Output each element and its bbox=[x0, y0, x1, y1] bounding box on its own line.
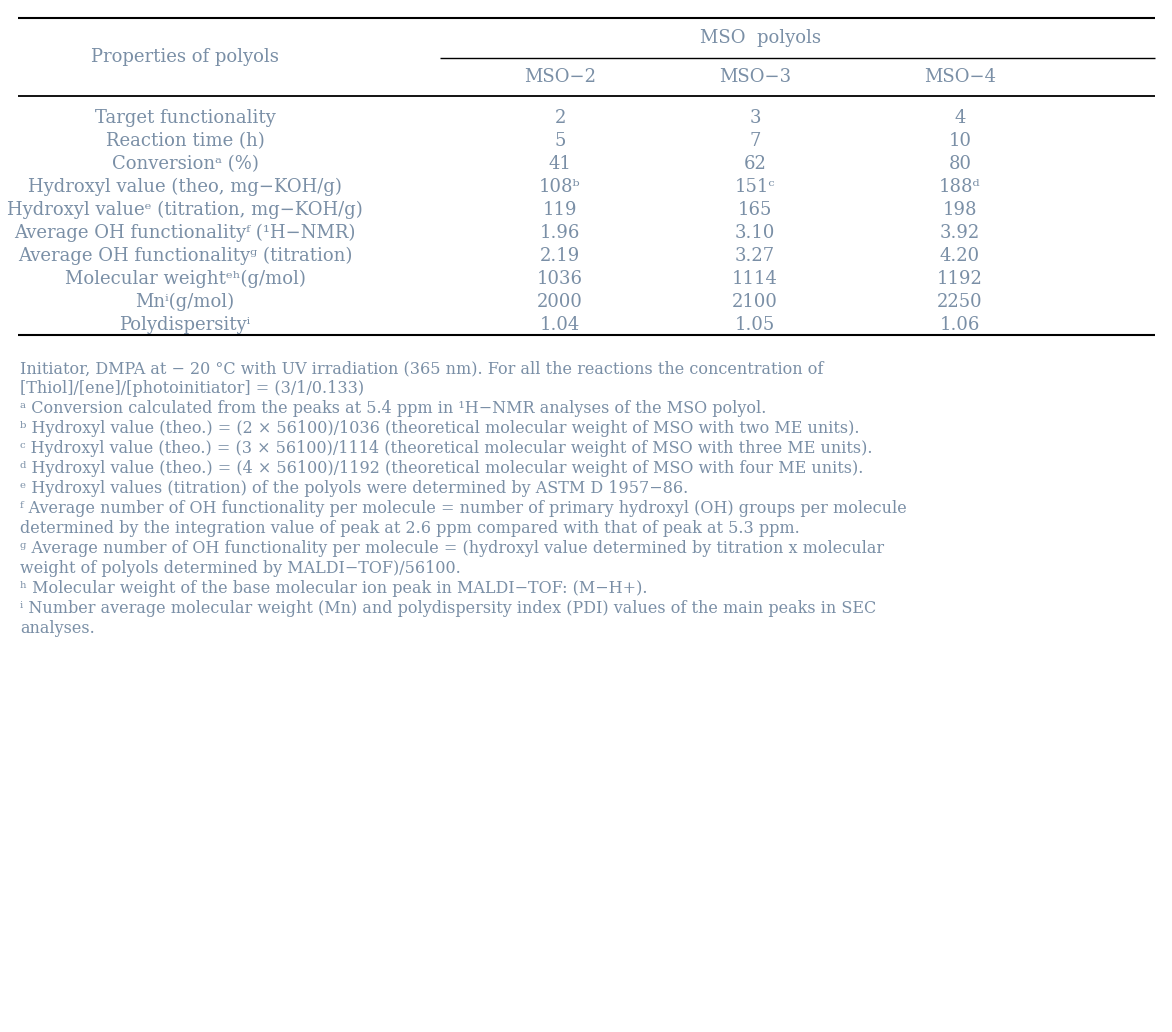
Text: ᶠ Average number of OH functionality per molecule = number of primary hydroxyl (: ᶠ Average number of OH functionality per… bbox=[20, 499, 907, 517]
Text: Average OH functionalityᶠ (¹H−NMR): Average OH functionalityᶠ (¹H−NMR) bbox=[14, 224, 355, 243]
Text: Reaction time (h): Reaction time (h) bbox=[105, 132, 265, 150]
Text: 108ᵇ: 108ᵇ bbox=[539, 178, 581, 196]
Text: 1114: 1114 bbox=[732, 270, 778, 288]
Text: determined by the integration value of peak at 2.6 ppm compared with that of pea: determined by the integration value of p… bbox=[20, 520, 799, 537]
Text: 1.96: 1.96 bbox=[540, 224, 580, 241]
Text: 10: 10 bbox=[948, 132, 972, 150]
Text: 119: 119 bbox=[543, 201, 578, 219]
Text: 3.92: 3.92 bbox=[940, 224, 980, 241]
Text: 41: 41 bbox=[548, 155, 572, 173]
Text: ᶜ Hydroxyl value (theo.) = (3 × 56100)/1114 (theoretical molecular weight of MSO: ᶜ Hydroxyl value (theo.) = (3 × 56100)/1… bbox=[20, 440, 872, 457]
Text: 4: 4 bbox=[954, 109, 966, 127]
Text: 7: 7 bbox=[749, 132, 761, 150]
Text: ʰ Molecular weight of the base molecular ion peak in MALDI−TOF: (M−H+).: ʰ Molecular weight of the base molecular… bbox=[20, 580, 647, 596]
Text: 5: 5 bbox=[554, 132, 566, 150]
Text: ᵇ Hydroxyl value (theo.) = (2 × 56100)/1036 (theoretical molecular weight of MSO: ᵇ Hydroxyl value (theo.) = (2 × 56100)/1… bbox=[20, 420, 859, 437]
Text: ᵃ Conversion calculated from the peaks at 5.4 ppm in ¹H−NMR analyses of the MSO : ᵃ Conversion calculated from the peaks a… bbox=[20, 400, 766, 417]
Text: 62: 62 bbox=[743, 155, 766, 173]
Text: Average OH functionalityᶢ (titration): Average OH functionalityᶢ (titration) bbox=[18, 247, 353, 265]
Text: Mnⁱ(g/mol): Mnⁱ(g/mol) bbox=[136, 293, 234, 311]
Text: 165: 165 bbox=[738, 201, 772, 219]
Text: 4.20: 4.20 bbox=[940, 247, 980, 265]
Text: Hydroxyl value (theo, mg−KOH/g): Hydroxyl value (theo, mg−KOH/g) bbox=[28, 178, 342, 196]
Text: 198: 198 bbox=[942, 201, 977, 219]
Text: Properties of polyols: Properties of polyols bbox=[91, 49, 279, 66]
Text: Polydispersityⁱ: Polydispersityⁱ bbox=[120, 316, 251, 334]
Text: MSO−2: MSO−2 bbox=[524, 68, 597, 86]
Text: Initiator, DMPA at − 20 °C with UV irradiation (365 nm). For all the reactions t: Initiator, DMPA at − 20 °C with UV irrad… bbox=[20, 360, 824, 377]
Text: 2000: 2000 bbox=[537, 293, 582, 311]
Text: 1.04: 1.04 bbox=[540, 316, 580, 334]
Text: 2.19: 2.19 bbox=[540, 247, 580, 265]
Text: 80: 80 bbox=[948, 155, 972, 173]
Text: 188ᵈ: 188ᵈ bbox=[939, 178, 981, 196]
Text: MSO−4: MSO−4 bbox=[924, 68, 996, 86]
Text: 1036: 1036 bbox=[537, 270, 582, 288]
Text: ᶢ Average number of OH functionality per molecule = (hydroxyl value determined b: ᶢ Average number of OH functionality per… bbox=[20, 540, 884, 557]
Text: 3: 3 bbox=[749, 109, 761, 127]
Text: Hydroxyl valueᵉ (titration, mg−KOH/g): Hydroxyl valueᵉ (titration, mg−KOH/g) bbox=[7, 201, 363, 219]
Text: 1.05: 1.05 bbox=[735, 316, 775, 334]
Text: Conversionᵃ (%): Conversionᵃ (%) bbox=[111, 155, 259, 173]
Text: [Thiol]/[ene]/[photoinitiator] = (3/1/0.133): [Thiol]/[ene]/[photoinitiator] = (3/1/0.… bbox=[20, 380, 364, 397]
Text: 1.06: 1.06 bbox=[940, 316, 980, 334]
Text: Target functionality: Target functionality bbox=[95, 109, 275, 127]
Text: 151ᶜ: 151ᶜ bbox=[735, 178, 775, 196]
Text: weight of polyols determined by MALDI−TOF)/56100.: weight of polyols determined by MALDI−TO… bbox=[20, 560, 461, 577]
Text: 3.27: 3.27 bbox=[735, 247, 775, 265]
Text: analyses.: analyses. bbox=[20, 620, 95, 637]
Text: ⁱ Number average molecular weight (Mn) and polydispersity index (PDI) values of : ⁱ Number average molecular weight (Mn) a… bbox=[20, 600, 877, 617]
Text: 2100: 2100 bbox=[732, 293, 778, 311]
Text: ᵈ Hydroxyl value (theo.) = (4 × 56100)/1192 (theoretical molecular weight of MSO: ᵈ Hydroxyl value (theo.) = (4 × 56100)/1… bbox=[20, 460, 864, 477]
Text: 2250: 2250 bbox=[938, 293, 983, 311]
Text: 3.10: 3.10 bbox=[735, 224, 775, 241]
Text: MSO−3: MSO−3 bbox=[718, 68, 791, 86]
Text: ᵉ Hydroxyl values (titration) of the polyols were determined by ASTM D 1957−86.: ᵉ Hydroxyl values (titration) of the pol… bbox=[20, 480, 688, 497]
Text: Molecular weightᵉʰ(g/mol): Molecular weightᵉʰ(g/mol) bbox=[64, 270, 306, 288]
Text: 1192: 1192 bbox=[938, 270, 983, 288]
Text: MSO  polyols: MSO polyols bbox=[700, 29, 820, 47]
Text: 2: 2 bbox=[554, 109, 566, 127]
